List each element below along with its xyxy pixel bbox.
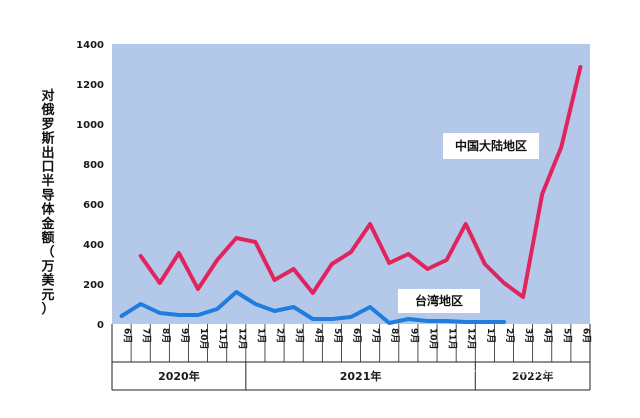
- x-tick-label: 10月: [198, 328, 209, 350]
- y-axis-title-char: 口: [41, 160, 54, 175]
- plot-background: [112, 44, 590, 324]
- x-axis: 6月 7月 8月 9月 10月 11月 12月 1月 2月 3月 4月 5月 6月 7月 8月 9月 10月 11…: [111, 324, 591, 391]
- series-label-taiwan: 台湾地区: [398, 289, 480, 313]
- x-tick-label: 1月: [485, 328, 496, 343]
- x-tick-label: 6月: [580, 328, 591, 343]
- y-tick-label: 1200: [76, 80, 104, 91]
- x-tick-label: 3月: [294, 328, 305, 343]
- x-tick-label: 7月: [370, 328, 381, 343]
- series-layer: [119, 65, 583, 325]
- y-axis-title-char: 体: [41, 202, 55, 218]
- y-axis: 0 200 400 600 800 1000 1200 1400: [76, 40, 104, 331]
- x-tick-label: 4月: [542, 328, 553, 343]
- y-tick-label: 400: [83, 240, 104, 251]
- x-tick-label: 12月: [466, 328, 477, 350]
- y-axis-title-char: 导: [41, 188, 54, 203]
- year-label: 2020年: [158, 369, 200, 383]
- x-tick-label: 5月: [561, 328, 572, 343]
- y-axis-title-char: 万: [40, 259, 54, 274]
- series-line-mainland: [138, 65, 583, 299]
- x-tick-label: 8月: [389, 328, 400, 343]
- year-label: 2022年: [512, 369, 554, 383]
- x-tick-label: 10月: [427, 328, 438, 350]
- y-axis-title-char: 出: [41, 145, 54, 161]
- y-axis-title-char: 罗: [41, 117, 54, 132]
- y-axis-title-char: 对: [41, 88, 54, 104]
- x-tick-label: 6月: [351, 328, 362, 343]
- y-axis-title-char: （: [41, 244, 54, 260]
- x-tick-label: 5月: [332, 328, 343, 343]
- y-tick-label: 800: [83, 160, 104, 171]
- x-tick-label: 9月: [179, 328, 190, 343]
- y-axis-title-char: 元: [41, 288, 54, 303]
- series-line-taiwan: [119, 290, 506, 325]
- x-tick-label: 1月: [255, 328, 266, 343]
- y-axis-title-char: ）: [41, 301, 54, 317]
- x-tick-label: 3月: [523, 328, 534, 343]
- y-axis-title-char: 金: [40, 216, 55, 232]
- series-label-box: [443, 133, 539, 159]
- y-axis-title-char: 半: [41, 173, 54, 189]
- x-tick-label: 12月: [236, 328, 247, 350]
- series-label-box: [398, 289, 480, 313]
- y-axis-title-char: 斯: [41, 131, 54, 147]
- x-tick-label: 8月: [160, 328, 171, 343]
- x-tick-label: 2月: [275, 328, 286, 343]
- y-tick-label: 600: [83, 200, 104, 211]
- y-axis-title-char: 额: [41, 230, 54, 246]
- series-label-mainland: 中国大陆地区: [443, 133, 539, 159]
- y-tick-label: 1400: [76, 40, 104, 51]
- x-tick-label: 2月: [504, 328, 515, 343]
- series-label-text: 中国大陆地区: [455, 138, 527, 153]
- y-axis-title-char: 俄: [40, 102, 54, 118]
- x-tick-label: 7月: [141, 328, 152, 343]
- x-tick-label: 4月: [313, 328, 324, 343]
- x-tick-label: 9月: [408, 328, 419, 343]
- y-tick-label: 1000: [76, 120, 104, 131]
- y-tick-label: 0: [97, 320, 104, 331]
- y-tick-label: 200: [83, 280, 104, 291]
- y-axis-title-char: 美: [41, 273, 55, 289]
- year-label: 2021年: [340, 369, 382, 383]
- watermark: 知乎 @半导体行业观察: [420, 362, 554, 378]
- x-tick-label: 6月: [122, 328, 133, 343]
- x-tick-label: 11月: [447, 328, 458, 350]
- series-label-text: 台湾地区: [415, 293, 463, 308]
- x-tick-label: 11月: [217, 328, 228, 350]
